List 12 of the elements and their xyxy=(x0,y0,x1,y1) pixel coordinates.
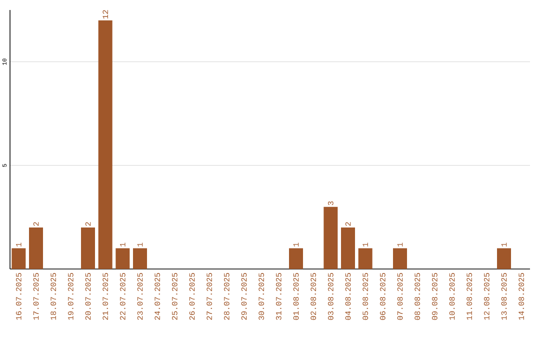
bar xyxy=(116,248,130,269)
bar xyxy=(497,248,512,269)
bar xyxy=(341,228,356,269)
bar xyxy=(98,20,112,269)
bar xyxy=(29,228,44,269)
bar xyxy=(358,248,372,269)
bar xyxy=(81,228,96,269)
bar xyxy=(289,248,304,269)
bar xyxy=(12,248,26,269)
bar xyxy=(133,248,148,269)
bar xyxy=(324,206,338,269)
bar xyxy=(393,248,408,269)
